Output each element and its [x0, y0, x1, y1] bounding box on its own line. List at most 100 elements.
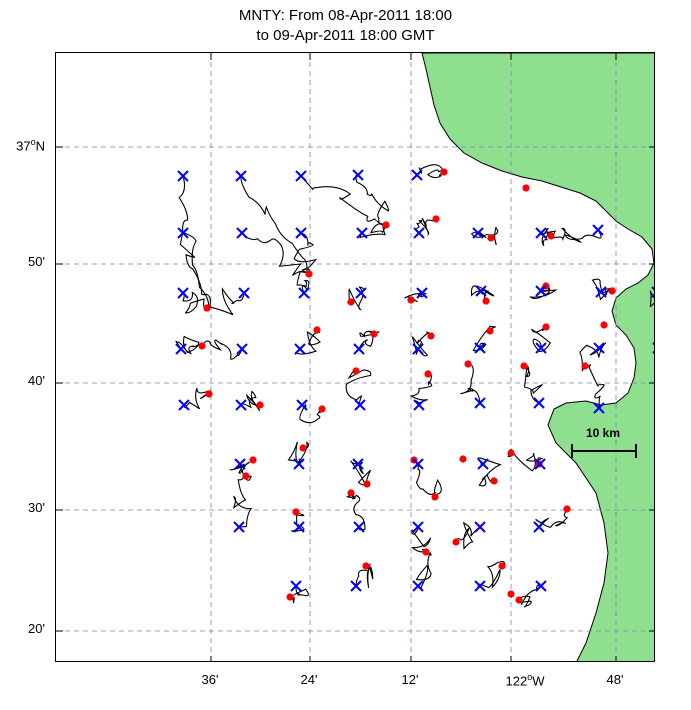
map-plot-area[interactable]: 10 km: [55, 52, 655, 662]
start-marker-x: [412, 521, 424, 533]
x-axis-tick-label: 48': [606, 672, 624, 687]
start-marker-x: [472, 227, 484, 239]
end-marker-dot: [432, 215, 440, 223]
end-marker-dot: [452, 538, 460, 546]
map-canvas: [56, 53, 654, 661]
end-marker-dot: [242, 472, 250, 480]
start-marker-x: [411, 169, 423, 181]
drifter-track: [293, 232, 318, 275]
end-marker-dot: [459, 455, 467, 463]
end-marker-dot: [563, 505, 571, 513]
start-marker-x: [534, 458, 546, 470]
drifter-track: [240, 390, 261, 412]
end-marker-dot: [382, 221, 390, 229]
start-marker-x: [593, 342, 605, 354]
start-marker-x: [595, 286, 607, 298]
drifter-track: [355, 174, 390, 226]
start-marker-x: [177, 170, 189, 182]
start-marker-x: [235, 399, 247, 411]
y-axis-tick-label: 40': [28, 373, 45, 388]
end-marker-dot: [522, 184, 530, 192]
end-marker-dot: [600, 321, 608, 329]
drifter-track: [415, 217, 437, 236]
drifter-tracks: [175, 164, 654, 608]
start-marker-x: [353, 521, 365, 533]
drifter-track: [477, 560, 506, 589]
start-marker-x: [178, 399, 190, 411]
end-marker-dot: [424, 370, 432, 378]
end-marker-dot: [464, 360, 472, 368]
drifter-track: [345, 369, 372, 406]
x-axis-tick-label: 122oW: [505, 672, 545, 689]
end-marker-dot: [427, 332, 435, 340]
scale-bar-label: 10 km: [586, 426, 621, 440]
end-marker-dot: [487, 234, 495, 242]
start-marker-x: [236, 343, 248, 355]
drifter-track: [455, 521, 481, 550]
start-marker-x: [535, 342, 547, 354]
drifter-track: [460, 361, 481, 404]
end-marker-dot: [542, 323, 550, 331]
start-marker-x: [412, 580, 424, 592]
start-marker-x: [355, 287, 367, 299]
start-marker-x: [298, 287, 310, 299]
end-marker-dot: [440, 168, 448, 176]
drifter-track: [535, 508, 569, 528]
end-marker-dot: [362, 562, 370, 570]
end-marker-dot: [547, 232, 555, 240]
end-marker-dot: [507, 590, 515, 598]
start-marker-x: [533, 397, 545, 409]
end-marker-dot: [363, 480, 371, 488]
drifter-track: [358, 330, 380, 350]
end-marker-dot: [205, 390, 213, 398]
end-marker-dot: [313, 326, 321, 334]
start-marker-x: [477, 458, 489, 470]
y-axis-tick-label: 50': [28, 254, 45, 269]
start-marker-x: [290, 580, 302, 592]
start-marker-x: [352, 169, 364, 181]
grid-lines: [56, 53, 654, 661]
x-axis-tick-label: 24': [300, 672, 318, 687]
end-marker-dot: [203, 304, 211, 312]
drifter-track: [182, 291, 208, 314]
end-marker-dot: [249, 456, 257, 464]
start-marker-x: [234, 458, 246, 470]
end-marker-dot: [581, 362, 589, 370]
end-marker-dot: [490, 477, 498, 485]
drifter-track: [583, 364, 605, 409]
end-marker-dot: [482, 297, 490, 305]
drifter-track: [411, 331, 436, 357]
drifter-track: [359, 223, 387, 239]
drifter-track: [182, 387, 212, 410]
drifter-track: [404, 291, 427, 303]
drifter-track: [517, 583, 542, 608]
drifter-track: [347, 286, 364, 311]
end-marker-dot: [486, 327, 494, 335]
start-marker-x: [651, 286, 654, 298]
start-marker-x: [413, 399, 425, 411]
start-marker-x: [474, 397, 486, 409]
start-marker-x: [177, 227, 189, 239]
drifter-track: [471, 226, 499, 246]
start-marker-x: [593, 402, 605, 414]
end-marker-dot: [407, 296, 415, 304]
drifter-track: [350, 460, 372, 487]
drifter-track: [289, 585, 309, 604]
start-marker-x: [293, 458, 305, 470]
drifter-track: [300, 175, 387, 228]
drifter-track: [232, 475, 253, 528]
start-marker-x: [533, 521, 545, 533]
start-marker-x: [413, 227, 425, 239]
end-marker-dot: [198, 342, 206, 350]
drifter-track: [179, 232, 211, 312]
start-marker-x: [474, 580, 486, 592]
end-marker-dot: [370, 330, 378, 338]
end-marker-dot: [347, 298, 355, 306]
end-marker-dot: [305, 270, 313, 278]
end-marker-dot: [256, 401, 264, 409]
figure-title-line2: to 09-Apr-2011 18:00 GMT: [256, 27, 435, 44]
start-marker-x: [295, 170, 307, 182]
drifter-track: [415, 549, 432, 591]
land-mass: [421, 53, 654, 661]
